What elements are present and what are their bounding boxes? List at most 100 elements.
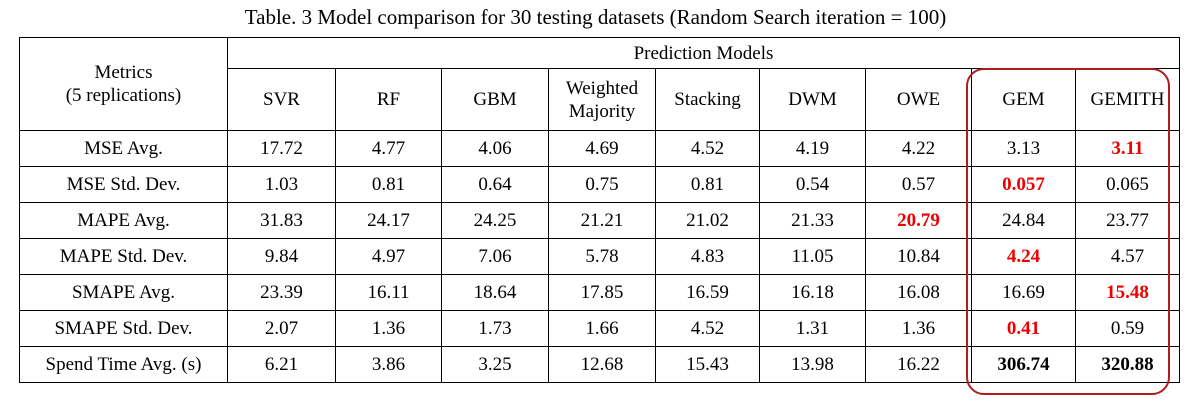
value-cell: 23.77 [1075, 202, 1180, 239]
value-cell: 0.41 [971, 310, 1076, 347]
value-cell: 1.31 [759, 310, 866, 347]
value-cell: 0.57 [865, 166, 972, 203]
value-cell: 21.02 [655, 202, 760, 239]
model-header-rf: RF [335, 68, 442, 131]
prediction-models-header: Prediction Models [227, 37, 1180, 69]
value-cell: 4.06 [441, 130, 549, 167]
model-header-line1: OWE [896, 89, 941, 110]
table-row: MAPE Std. Dev. 9.84 4.97 7.06 5.78 4.83 11.05 1… [19, 238, 1180, 275]
value-cell: 3.11 [1075, 130, 1180, 167]
value-cell: 4.52 [655, 130, 760, 167]
metric-name-cell: MSE Avg. [19, 130, 228, 167]
value-cell: 1.73 [441, 310, 549, 347]
value-cell: 4.52 [655, 310, 760, 347]
metrics-header-line2: (5 replications) [65, 85, 182, 106]
model-comparison-table: Metrics (5 replications) Prediction Mode… [19, 37, 1180, 383]
value-cell: 16.18 [759, 274, 866, 311]
metric-name-cell: SMAPE Std. Dev. [19, 310, 228, 347]
value-cell: 0.59 [1075, 310, 1180, 347]
model-header-dwm: DWM [759, 68, 866, 131]
table-caption: Table. 3 Model comparison for 30 testing… [244, 5, 947, 29]
table-row: Spend Time Avg. (s) 6.21 3.86 3.25 12.68 15.4… [19, 346, 1180, 383]
value-cell: 24.25 [441, 202, 549, 239]
model-header-line1: GEM [1002, 89, 1045, 110]
value-cell: 5.78 [548, 238, 656, 275]
metric-name-cell: MAPE Avg. [19, 202, 228, 239]
model-header-gbm: GBM [441, 68, 549, 131]
metric-name-cell: MSE Std. Dev. [19, 166, 228, 203]
value-cell: 3.25 [441, 346, 549, 383]
value-cell: 16.22 [865, 346, 972, 383]
value-cell: 0.057 [971, 166, 1076, 203]
model-header-row: SVR RF GBM Weighted Majority Stacking DWM OWE GE… [20, 68, 1180, 131]
value-cell: 10.84 [865, 238, 972, 275]
metrics-header: Metrics (5 replications) [19, 37, 228, 131]
value-cell: 16.69 [971, 274, 1076, 311]
header-group-row: Metrics (5 replications) Prediction Mode… [19, 37, 1180, 131]
value-cell: 17.85 [548, 274, 656, 311]
value-cell: 0.065 [1075, 166, 1180, 203]
model-header-gemith: GEMITH [1075, 68, 1180, 131]
value-cell: 21.21 [548, 202, 656, 239]
model-header-line1: SVR [263, 89, 300, 110]
model-header-owe: OWE [865, 68, 972, 131]
table-row: MSE Std. Dev. 1.03 0.81 0.64 0.75 0.81 0.54 0.5… [19, 166, 1180, 203]
metric-name-cell: Spend Time Avg. (s) [19, 346, 228, 383]
value-cell: 6.21 [227, 346, 336, 383]
value-cell: 0.75 [548, 166, 656, 203]
value-cell: 17.72 [227, 130, 336, 167]
value-cell: 16.11 [335, 274, 442, 311]
model-header-line1: DWM [788, 89, 837, 110]
value-cell: 3.86 [335, 346, 442, 383]
value-cell: 2.07 [227, 310, 336, 347]
value-cell: 4.69 [548, 130, 656, 167]
table-row: SMAPE Avg. 23.39 16.11 18.64 17.85 16.59 16.18… [19, 274, 1180, 311]
value-cell: 4.24 [971, 238, 1076, 275]
value-cell: 12.68 [548, 346, 656, 383]
value-cell: 0.81 [655, 166, 760, 203]
model-header-line2: Majority [568, 100, 636, 122]
value-cell: 0.64 [441, 166, 549, 203]
value-cell: 4.97 [335, 238, 442, 275]
model-header-line1: Weighted [565, 77, 639, 99]
value-cell: 3.13 [971, 130, 1076, 167]
value-cell: 0.54 [759, 166, 866, 203]
model-header-stacking: Stacking [655, 68, 760, 131]
metrics-header-line1: Metrics [94, 62, 153, 83]
value-cell: 1.66 [548, 310, 656, 347]
value-cell: 4.19 [759, 130, 866, 167]
value-cell: 24.84 [971, 202, 1076, 239]
value-cell: 9.84 [227, 238, 336, 275]
value-cell: 20.79 [865, 202, 972, 239]
value-cell: 15.48 [1075, 274, 1180, 311]
model-header-line1: GEMITH [1090, 89, 1165, 110]
value-cell: 16.59 [655, 274, 760, 311]
value-cell: 7.06 [441, 238, 549, 275]
value-cell: 1.03 [227, 166, 336, 203]
model-header-line1: Stacking [674, 89, 741, 110]
value-cell: 0.81 [335, 166, 442, 203]
value-cell: 4.57 [1075, 238, 1180, 275]
model-header-line1: GBM [473, 89, 517, 110]
model-header-weighted: Weighted Majority [548, 68, 656, 131]
value-cell: 320.88 [1075, 346, 1180, 383]
metric-name-cell: SMAPE Avg. [19, 274, 228, 311]
table-row: MAPE Avg. 31.83 24.17 24.25 21.21 21.02 21.33 2… [19, 202, 1180, 239]
value-cell: 23.39 [227, 274, 336, 311]
value-cell: 24.17 [335, 202, 442, 239]
value-cell: 1.36 [865, 310, 972, 347]
value-cell: 13.98 [759, 346, 866, 383]
metric-name-cell: MAPE Std. Dev. [19, 238, 228, 275]
model-header-line1: RF [376, 89, 401, 110]
value-cell: 18.64 [441, 274, 549, 311]
value-cell: 4.83 [655, 238, 760, 275]
value-cell: 1.36 [335, 310, 442, 347]
value-cell: 16.08 [865, 274, 972, 311]
table-row: MSE Avg. 17.72 4.77 4.06 4.69 4.52 4.19 4.22 3.1… [19, 130, 1180, 167]
value-cell: 306.74 [971, 346, 1076, 383]
value-cell: 4.77 [335, 130, 442, 167]
model-header-svr: SVR [227, 68, 336, 131]
value-cell: 31.83 [227, 202, 336, 239]
value-cell: 4.22 [865, 130, 972, 167]
value-cell: 11.05 [759, 238, 866, 275]
